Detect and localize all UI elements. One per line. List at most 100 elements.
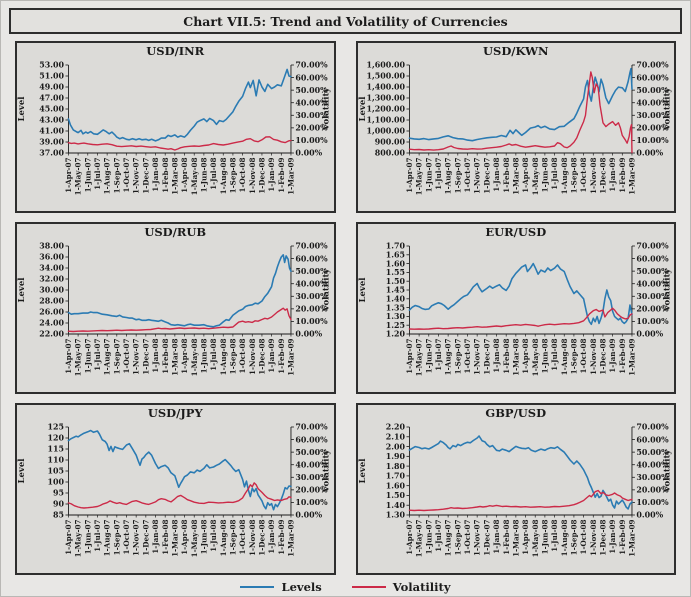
levels-series-line — [408, 435, 633, 510]
levels-series-line — [408, 262, 633, 326]
svg-text:60.00%: 60.00% — [636, 73, 669, 82]
svg-text:1-Mar-08: 1-Mar-08 — [170, 157, 179, 194]
svg-text:1-Jun-07: 1-Jun-07 — [424, 519, 433, 554]
legend-item-volatility: Volatility — [351, 580, 451, 594]
svg-text:1-Sep-07: 1-Sep-07 — [453, 338, 462, 374]
svg-text:1-Dec-07: 1-Dec-07 — [482, 157, 491, 193]
plot-area: 1.301.401.501.601.701.801.902.002.102.20… — [358, 423, 672, 558]
svg-text:105: 105 — [47, 467, 63, 476]
chart-panel-usd-inr: USD/INR 37.00 39.00 41.00 43.00 45.00 47.00 49.… — [15, 41, 336, 213]
volatility-series-line — [408, 489, 633, 512]
svg-text:1-Nov-07: 1-Nov-07 — [472, 157, 481, 194]
svg-text:28.00: 28.00 — [39, 297, 64, 306]
svg-text:1-Dec-08: 1-Dec-08 — [258, 157, 267, 193]
svg-text:0.00%: 0.00% — [636, 330, 663, 339]
svg-text:20.00%: 20.00% — [636, 124, 669, 133]
svg-text:1-May-08: 1-May-08 — [190, 519, 199, 557]
svg-text:1-Dec-08: 1-Dec-08 — [598, 519, 607, 555]
right-axis-ticks: 0.00% 10.00% 20.00% 30.00% 40.00% 50.00% 60.00… — [290, 423, 328, 520]
svg-text:1-Jun-07: 1-Jun-07 — [424, 338, 433, 373]
svg-text:1.40: 1.40 — [385, 294, 405, 303]
levels-series-line — [67, 429, 292, 511]
svg-text:1,200.00: 1,200.00 — [366, 105, 405, 114]
svg-text:1-Mar-08: 1-Mar-08 — [170, 519, 179, 556]
svg-text:1-Feb-08: 1-Feb-08 — [161, 157, 170, 192]
svg-text:1-Jul-08: 1-Jul-08 — [550, 338, 559, 370]
svg-text:1-Apr-08: 1-Apr-08 — [521, 519, 530, 554]
svg-text:1-Mar-08: 1-Mar-08 — [170, 338, 179, 375]
svg-text:50.00%: 50.00% — [295, 448, 328, 457]
volatility-series-line — [67, 482, 292, 509]
svg-text:1-Nov-07: 1-Nov-07 — [472, 519, 481, 556]
svg-text:1-Jul-07: 1-Jul-07 — [93, 519, 102, 551]
svg-text:30.00: 30.00 — [39, 286, 64, 295]
svg-text:1-Nov-08: 1-Nov-08 — [248, 519, 257, 556]
svg-text:22.00: 22.00 — [39, 330, 64, 339]
svg-text:50.00%: 50.00% — [636, 267, 669, 276]
legend-label-volatility: Volatility — [392, 580, 451, 594]
svg-text:1-Jan-08: 1-Jan-08 — [151, 338, 160, 372]
svg-text:50.00%: 50.00% — [295, 86, 328, 95]
svg-text:1-Aug-07: 1-Aug-07 — [103, 519, 112, 556]
svg-text:1-Jan-09: 1-Jan-09 — [608, 338, 617, 372]
svg-text:1-Apr-07: 1-Apr-07 — [405, 338, 414, 373]
svg-text:1-Sep-08: 1-Sep-08 — [569, 157, 578, 193]
svg-text:1,100.00: 1,100.00 — [366, 116, 405, 125]
svg-text:1-Sep-08: 1-Sep-08 — [569, 338, 578, 374]
svg-text:1-Apr-07: 1-Apr-07 — [405, 157, 414, 192]
svg-text:1,300.00: 1,300.00 — [366, 94, 405, 103]
svg-text:1-May-07: 1-May-07 — [74, 157, 83, 195]
svg-text:1-Apr-07: 1-Apr-07 — [64, 157, 73, 192]
chart-panel-usd-kwn: USD/KWN 800.00 900.00 1,000.00 1,100.00 1,200… — [355, 41, 676, 213]
svg-text:115: 115 — [47, 445, 63, 454]
svg-text:1-Jan-09: 1-Jan-09 — [267, 519, 276, 553]
svg-text:1-Sep-08: 1-Sep-08 — [229, 338, 238, 374]
svg-text:70.00%: 70.00% — [636, 242, 669, 251]
chart-panel-usd-jpy: USD/JPY 85 90 95 100 105 110 115 120 125 0.00% 10.0… — [15, 403, 336, 575]
svg-text:1-Jul-07: 1-Jul-07 — [434, 338, 443, 370]
svg-text:800.00: 800.00 — [374, 149, 405, 158]
left-axis-title: Level — [358, 459, 367, 484]
svg-text:1.55: 1.55 — [385, 268, 404, 277]
svg-text:1-Jun-07: 1-Jun-07 — [83, 338, 92, 373]
svg-text:50.00%: 50.00% — [295, 267, 328, 276]
svg-text:60.00%: 60.00% — [636, 254, 669, 263]
chart-title: GBP/USD — [485, 406, 547, 420]
svg-text:1-Jun-07: 1-Jun-07 — [83, 157, 92, 192]
svg-text:1-Nov-08: 1-Nov-08 — [588, 338, 597, 375]
svg-text:1-Feb-09: 1-Feb-09 — [277, 157, 286, 192]
svg-text:1-Aug-08: 1-Aug-08 — [219, 519, 228, 556]
svg-text:38.00: 38.00 — [39, 242, 64, 251]
svg-text:1-Aug-07: 1-Aug-07 — [103, 157, 112, 194]
svg-text:1-Jul-08: 1-Jul-08 — [209, 338, 218, 370]
svg-text:70.00%: 70.00% — [636, 423, 669, 432]
svg-text:1-Aug-08: 1-Aug-08 — [559, 338, 568, 375]
svg-text:1-May-07: 1-May-07 — [74, 519, 83, 557]
right-axis-title: Volatility — [321, 449, 331, 494]
svg-text:1-Nov-08: 1-Nov-08 — [248, 338, 257, 375]
svg-text:1.60: 1.60 — [385, 481, 405, 490]
svg-text:1-Oct-07: 1-Oct-07 — [122, 157, 131, 192]
svg-text:1-Dec-08: 1-Dec-08 — [258, 519, 267, 555]
chart-title: USD/JPY — [147, 406, 203, 420]
svg-text:1-May-08: 1-May-08 — [530, 157, 539, 195]
svg-text:1-Feb-08: 1-Feb-08 — [161, 338, 170, 373]
svg-text:1.80: 1.80 — [385, 462, 405, 471]
svg-text:1-May-07: 1-May-07 — [414, 519, 423, 557]
svg-text:1-Apr-07: 1-Apr-07 — [64, 519, 73, 554]
svg-text:1-Jul-07: 1-Jul-07 — [93, 157, 102, 189]
svg-text:1-Jan-08: 1-Jan-08 — [492, 157, 501, 191]
svg-text:1-Aug-08: 1-Aug-08 — [559, 519, 568, 556]
svg-text:100: 100 — [47, 478, 64, 487]
svg-text:1.30: 1.30 — [385, 511, 405, 520]
plot-area: 800.00 900.00 1,000.00 1,100.00 1,200.00 1,30… — [358, 61, 672, 196]
chart-title: USD/KWN — [482, 44, 549, 58]
right-axis-ticks: 0.00% 10.00% 20.00% 30.00% 40.00% 50.00% 60.00… — [290, 61, 328, 158]
svg-text:0.00%: 0.00% — [295, 330, 322, 339]
svg-text:1-Jan-09: 1-Jan-09 — [267, 338, 276, 372]
svg-text:1-Jul-08: 1-Jul-08 — [550, 157, 559, 189]
svg-text:1.90: 1.90 — [385, 452, 405, 461]
svg-text:40.00%: 40.00% — [295, 279, 328, 288]
svg-text:1-Jan-08: 1-Jan-08 — [492, 519, 501, 553]
